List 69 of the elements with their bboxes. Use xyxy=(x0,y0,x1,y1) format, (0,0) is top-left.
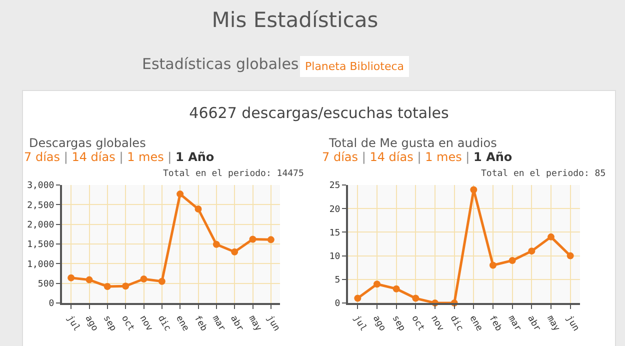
text: 7 días | 14 días | 1 mes | 1 Año xyxy=(322,150,512,164)
x-tick-label: abr xyxy=(525,314,542,334)
point xyxy=(374,280,380,288)
y-tick-label: 0 xyxy=(334,299,340,310)
x-tick-label: may xyxy=(246,314,264,334)
point xyxy=(249,236,256,243)
y-tick-label: 10 xyxy=(329,252,340,262)
point xyxy=(548,233,554,240)
chart-title: Total de Me gusta en audios xyxy=(328,136,497,150)
point xyxy=(194,205,202,212)
x-tick-label: oct xyxy=(119,314,136,334)
point xyxy=(470,186,478,194)
text: Total en el periodo: 85 xyxy=(481,169,606,179)
x-tick-label: abr xyxy=(228,314,246,334)
x-tick-label: mar xyxy=(210,314,228,334)
text: Planeta Biblioteca xyxy=(300,56,410,77)
point xyxy=(140,276,148,283)
point xyxy=(212,240,220,248)
x-tick-label: nov xyxy=(428,314,446,334)
x-tick-label: sep xyxy=(390,314,407,334)
point xyxy=(354,294,362,302)
text: Total en el periodo: 14475 xyxy=(163,169,304,179)
point xyxy=(412,294,420,302)
x-tick-label: ene xyxy=(467,314,484,334)
y-tick-label: 1,500 xyxy=(27,240,54,250)
point xyxy=(122,282,130,290)
text: Mis Estadísticas xyxy=(210,8,380,32)
x-tick-label: sep xyxy=(100,314,118,334)
y-tick-label: 2,500 xyxy=(27,200,54,211)
x-tick-label: dic xyxy=(448,314,465,334)
y-tick-label: 3,000 xyxy=(27,181,54,192)
text: 46627 descargas/escuchas totales xyxy=(188,104,450,122)
x-tick-label: ago xyxy=(370,314,388,334)
x-tick-label: dic xyxy=(155,314,172,334)
y-tick-label: 20 xyxy=(329,204,340,215)
x-tick-label: jun xyxy=(564,314,581,334)
x-tick-label: nov xyxy=(137,314,154,334)
point xyxy=(176,190,184,198)
x-tick-label: may xyxy=(544,314,562,334)
y-tick-label: 500 xyxy=(38,279,54,290)
point xyxy=(104,282,111,290)
y-tick-label: 1,000 xyxy=(27,260,54,270)
text: 7 días | 14 días | 1 mes | 1 Año xyxy=(24,150,214,164)
point xyxy=(490,262,496,269)
x-tick-label: ene xyxy=(174,314,190,334)
point xyxy=(566,252,574,260)
point xyxy=(231,248,238,256)
y-tick-label: 2,000 xyxy=(27,220,54,230)
y-tick-label: 0 xyxy=(48,299,54,310)
y-tick-label: 5 xyxy=(334,276,340,286)
point xyxy=(86,276,93,284)
chart-title: Descargas globales xyxy=(29,136,146,150)
point xyxy=(508,257,516,264)
x-tick-label: feb xyxy=(486,314,504,334)
x-tick-label: oct xyxy=(409,314,426,334)
x-tick-label: jun xyxy=(264,314,282,334)
point xyxy=(267,236,274,244)
point xyxy=(158,278,166,285)
text: Estadísticas globales xyxy=(142,55,299,73)
point xyxy=(68,274,75,282)
x-tick-label: ago xyxy=(82,314,100,334)
point xyxy=(392,285,400,292)
point xyxy=(528,248,536,255)
x-tick-label: jul xyxy=(64,314,82,334)
y-tick-label: 15 xyxy=(329,228,340,238)
x-tick-label: jul xyxy=(351,314,368,334)
x-tick-label: feb xyxy=(192,314,209,334)
x-tick-label: mar xyxy=(506,314,523,334)
y-tick-label: 25 xyxy=(329,181,340,192)
